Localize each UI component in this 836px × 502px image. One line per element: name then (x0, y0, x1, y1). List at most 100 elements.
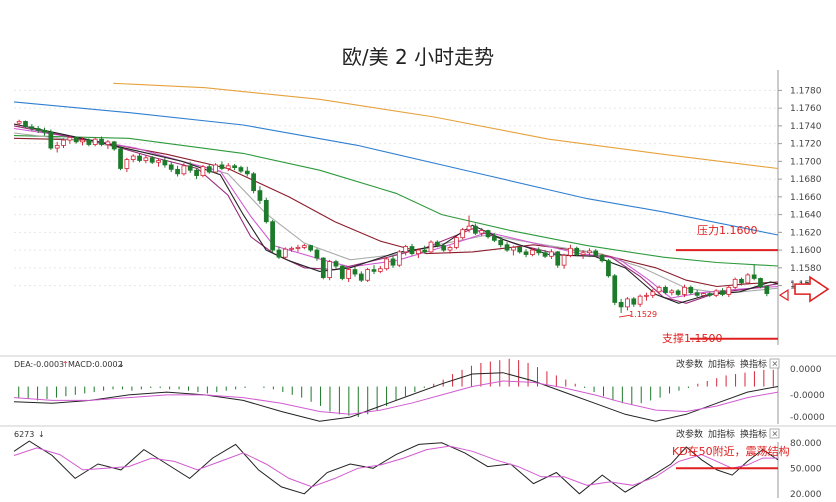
candle-body (479, 230, 485, 234)
candle-body (61, 139, 66, 146)
candle-body (764, 286, 770, 294)
candle-body (396, 251, 402, 266)
candle-body (656, 286, 662, 293)
price-tick-label: 1.1760 (790, 104, 822, 114)
candle-body (751, 274, 757, 279)
candle-body (453, 237, 459, 248)
candle-body (694, 292, 700, 296)
candle-body (282, 248, 288, 258)
moving-average-line (13, 125, 779, 304)
macd-up-arrow-icon: ↑ (62, 360, 69, 369)
candle-body (168, 164, 174, 170)
candle-body (301, 245, 307, 248)
candle-body (99, 138, 104, 145)
support-label: 支撑1.1500 (662, 331, 723, 345)
candle-body (251, 173, 256, 192)
candle-body (587, 250, 592, 254)
candle-body (523, 251, 529, 255)
candle-body (511, 247, 516, 251)
kd-line (13, 445, 778, 488)
candle-body (175, 168, 180, 175)
macd-toolbar-switch-indicator: 换指标 (740, 358, 767, 370)
moving-average-line (13, 101, 779, 236)
candle-body (365, 269, 371, 281)
candle-body (213, 164, 218, 173)
macd-value-label: MACD:0.0002 (68, 360, 123, 369)
macd-line (13, 380, 779, 415)
kd-down-arrow-icon: ↓ (38, 430, 45, 439)
candle-body (701, 293, 706, 296)
candle-body (333, 261, 339, 267)
candle-body (314, 249, 320, 259)
candle-body (346, 269, 352, 279)
candle-body (225, 165, 231, 169)
candle-body (339, 265, 345, 279)
candle-body (637, 295, 643, 305)
price-tick-label: 1.1740 (790, 122, 822, 132)
candle-body (663, 286, 668, 294)
candle-body (352, 269, 358, 275)
price-tick-label: 1.1640 (790, 211, 822, 221)
kd-tick-label: 20.000 (790, 490, 822, 500)
macd-toolbar-edit-params: 改参数 (676, 358, 703, 370)
candle-body (618, 302, 624, 308)
low-price-label: 1.1529 (629, 310, 657, 319)
kd-toolbar-add-indicator: 加指标 (708, 428, 735, 440)
moving-average-line (13, 132, 779, 295)
candle-body (162, 160, 168, 166)
candle-body (580, 252, 586, 255)
candle-body (111, 141, 117, 150)
candle-body (118, 148, 123, 169)
candle-body (73, 137, 79, 143)
candle-body (561, 255, 567, 266)
candle-body (447, 247, 453, 251)
candle-body (232, 165, 237, 168)
candle-body (48, 131, 54, 149)
candle-body (308, 245, 313, 251)
macd-line (13, 372, 779, 422)
macd-dea-label: DEA:-0.0003 (14, 360, 64, 369)
candle-body (54, 145, 60, 149)
chart-title: 欧/美 2 小时走势 (342, 45, 494, 69)
candle-body (200, 166, 206, 176)
price-tick-label: 1.1600 (790, 246, 822, 256)
price-tick-label: 1.1660 (790, 193, 822, 203)
candle-body (612, 275, 618, 303)
candle-body (377, 268, 383, 272)
candle-body (92, 138, 98, 145)
candle-body (422, 249, 428, 253)
forecast-arrow-small-icon (778, 289, 789, 302)
candle-body (758, 278, 763, 287)
macd-tick-label: 0.0000 (790, 365, 822, 375)
candle-body (23, 121, 28, 128)
kd-close-button (769, 428, 780, 439)
candle-body (257, 190, 263, 201)
candle-body (105, 141, 111, 145)
candle-body (726, 286, 732, 295)
price-tick-label: 1.1620 (790, 228, 822, 238)
candle-body (530, 249, 535, 255)
moving-average-line (13, 127, 779, 299)
macd-down-arrow-icon: ↓ (118, 360, 125, 369)
candle-body (682, 286, 687, 295)
candle-body (295, 247, 301, 249)
candle-body (35, 128, 41, 131)
candle-body (536, 249, 542, 254)
kd-toolbar-edit-params: 改参数 (676, 428, 703, 440)
kd-line (13, 440, 779, 495)
candle-body (187, 165, 193, 171)
candle-body (263, 200, 269, 223)
candle-body (371, 269, 377, 272)
candle-body (732, 278, 738, 288)
candle-body (555, 251, 561, 266)
price-panel: 1.1780 1.1760 1.1740 1.1720 1.1700 1.1680 1.16… (13, 70, 830, 345)
candle-body (86, 139, 92, 145)
candle-body (542, 252, 548, 257)
candle-body (492, 236, 497, 241)
forecast-arrow-icon (794, 275, 830, 303)
candle-body (549, 251, 554, 257)
kd-annotation: KD在50附近，震荡结构 (672, 444, 790, 458)
macd-close-button (769, 358, 780, 369)
candle-body (650, 291, 656, 296)
macd-panel: DEA:-0.0003↑ MACD:0.0002↓ 改参数 加指标 换指标 ✕ 0.0000… (0, 355, 836, 424)
